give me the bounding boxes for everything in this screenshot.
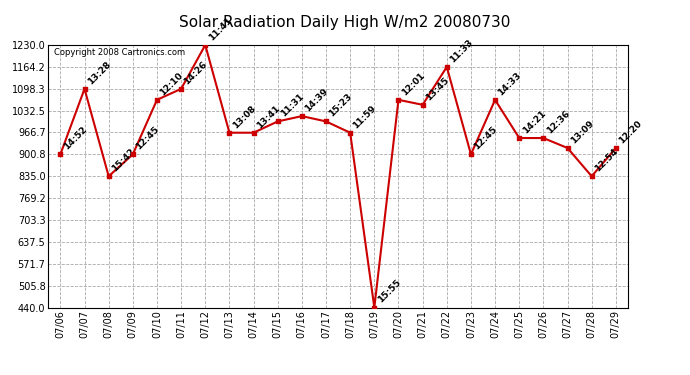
Point (272, 118, 284, 124)
Point (297, 113, 308, 119)
Point (442, 64, 453, 70)
Text: 13:28: 13:28 (86, 60, 112, 86)
Point (490, 97, 501, 103)
Point (417, 102, 428, 108)
Point (562, 145, 573, 151)
Point (152, 97, 163, 103)
Text: 15:55: 15:55 (376, 278, 402, 305)
Text: 14:33: 14:33 (497, 70, 523, 97)
Text: 13:08: 13:08 (231, 104, 257, 130)
Text: 13:09: 13:09 (569, 118, 595, 145)
Text: 12:20: 12:20 (618, 119, 644, 145)
Text: 12:45: 12:45 (473, 125, 499, 152)
Text: 11:59: 11:59 (352, 103, 378, 130)
Text: 14:26: 14:26 (183, 59, 209, 86)
Text: 12:10: 12:10 (159, 70, 185, 97)
Point (368, 304, 380, 310)
Text: 11:41: 11:41 (207, 15, 233, 42)
Point (248, 130, 259, 136)
Text: 12:54: 12:54 (593, 147, 620, 174)
Text: Solar Radiation Daily High W/m2 20080730: Solar Radiation Daily High W/m2 20080730 (179, 15, 511, 30)
Point (610, 145, 621, 151)
Text: 13:41: 13:41 (255, 103, 282, 130)
Text: 15:23: 15:23 (328, 92, 354, 118)
Point (104, 173, 115, 179)
Point (175, 86, 186, 92)
Point (586, 173, 597, 179)
Text: Copyright 2008 Cartronics.com: Copyright 2008 Cartronics.com (54, 48, 185, 57)
Text: 14:52: 14:52 (62, 125, 88, 152)
Point (127, 152, 138, 157)
Point (55, 152, 66, 157)
Text: 14:39: 14:39 (304, 87, 330, 113)
Point (320, 118, 331, 124)
Point (200, 42, 211, 48)
Point (538, 135, 549, 141)
Text: 11:33: 11:33 (448, 38, 475, 64)
Text: 13:45: 13:45 (424, 75, 451, 102)
Text: 15:42: 15:42 (110, 147, 137, 174)
Point (79, 86, 90, 92)
Point (224, 130, 235, 136)
Text: 12:45: 12:45 (135, 125, 161, 152)
Text: 12:36: 12:36 (545, 109, 571, 135)
Point (513, 135, 524, 141)
Point (465, 152, 476, 157)
Text: 11:31: 11:31 (279, 92, 306, 118)
Point (344, 130, 356, 136)
Point (393, 97, 404, 103)
Text: 12:01: 12:01 (400, 70, 426, 97)
Text: 14:21: 14:21 (521, 109, 547, 135)
